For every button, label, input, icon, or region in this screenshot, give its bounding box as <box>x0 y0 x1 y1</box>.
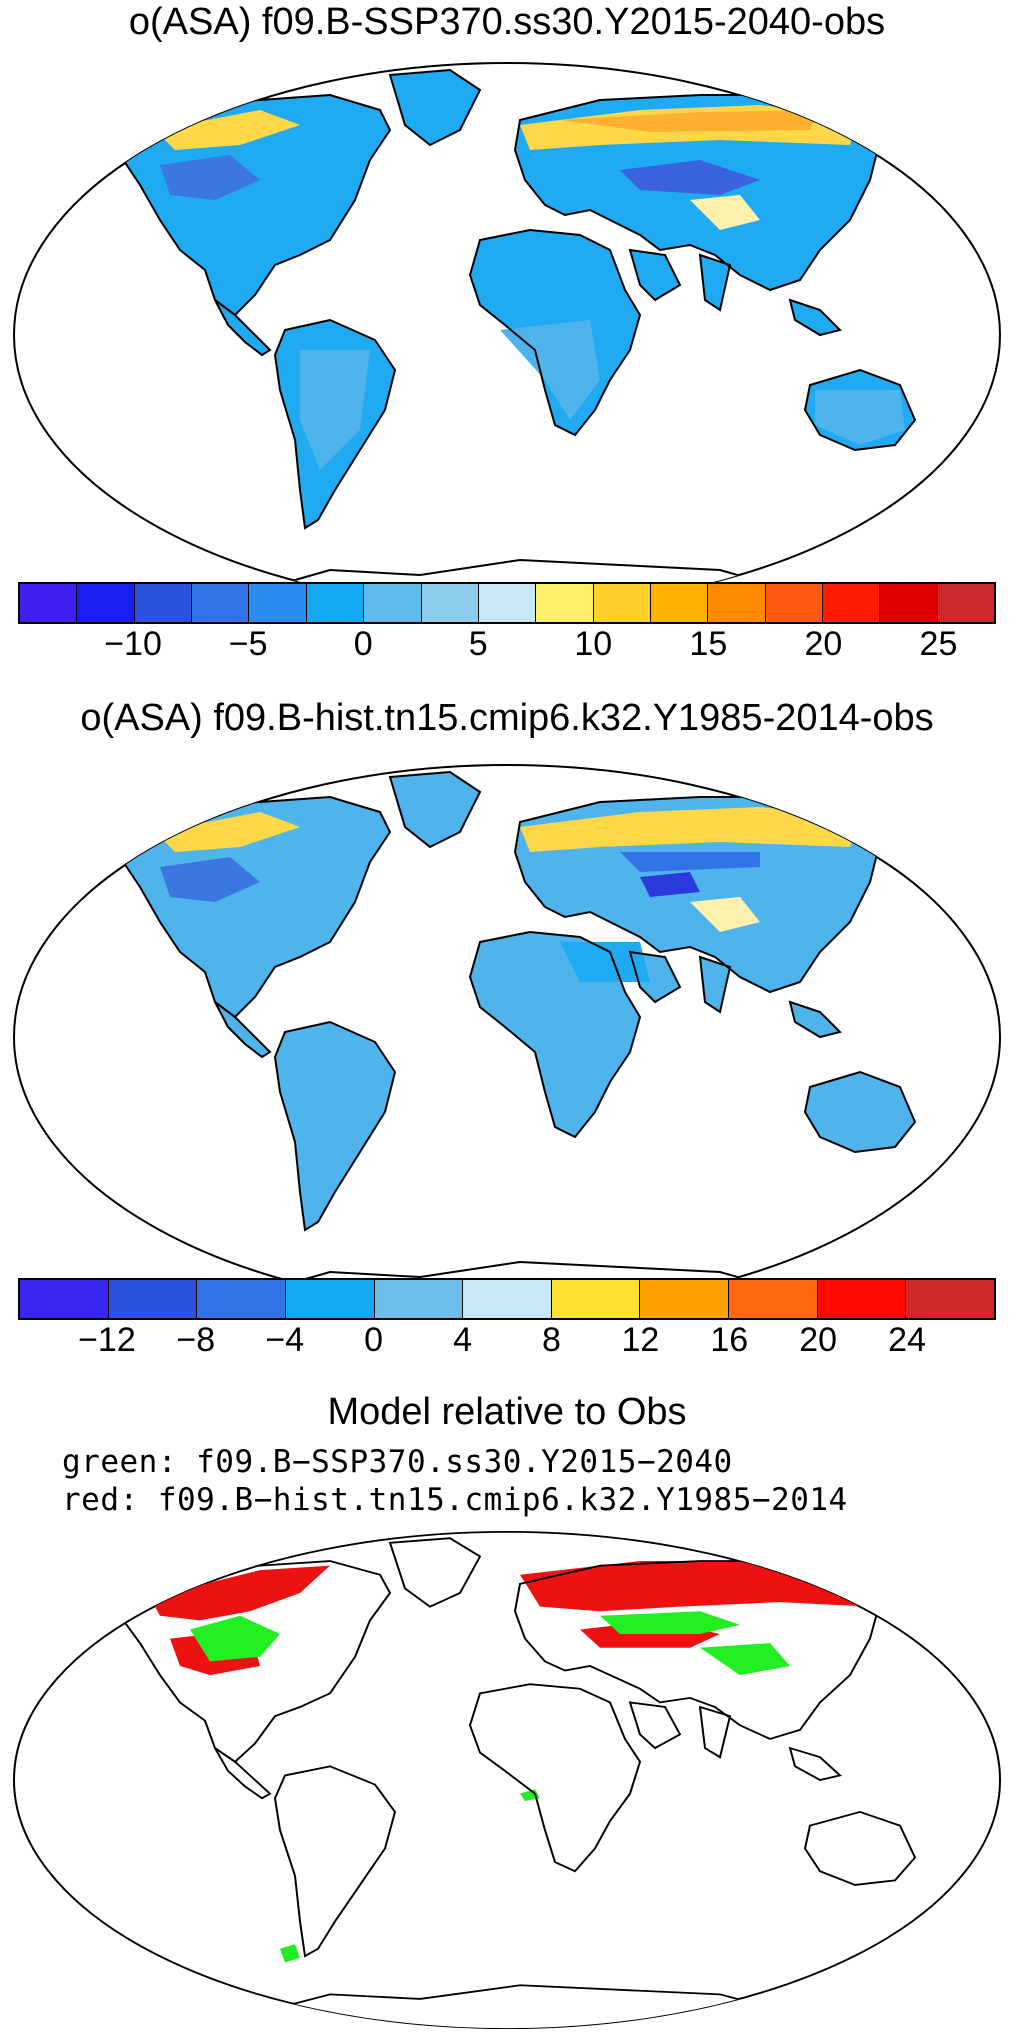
panel2-colorbar-label: 20 <box>799 1321 838 1359</box>
panel3-title: Model relative to Obs <box>327 1391 687 1433</box>
panel2-colorbar-box <box>197 1280 286 1318</box>
panel1-colorbar-box <box>77 584 135 622</box>
panel1-colorbar-box <box>192 584 250 622</box>
panel1-colorbar-box <box>306 584 365 622</box>
panel2-colorbar-box <box>817 1280 907 1318</box>
panel1-colorbar-labels: −10 −5 0 5 10 15 20 25 <box>18 624 996 664</box>
panel2-colorbar-label: 16 <box>710 1321 749 1359</box>
panel2-colorbar-box <box>374 1280 464 1318</box>
panel1-colorbar-box <box>880 584 938 622</box>
panel1-colorbar-label: 10 <box>574 625 613 663</box>
panel2-colorbar-box <box>729 1280 818 1318</box>
panel1-colorbar-box <box>364 584 422 622</box>
panel2-colorbar-box <box>108 1280 198 1318</box>
panel2-colorbar-box <box>463 1280 552 1318</box>
panel2-colorbar-label: 4 <box>453 1321 472 1359</box>
panel1-colorbar-label: 15 <box>689 625 728 663</box>
panel1-colorbar-label: 5 <box>468 625 488 663</box>
panel1-map <box>13 62 1001 608</box>
panel1-colorbar <box>18 582 996 624</box>
panel2-colorbar-label: −4 <box>265 1321 305 1359</box>
panel2-colorbar-box <box>551 1280 641 1318</box>
panel1-colorbar-label: 0 <box>353 625 373 663</box>
panel1-colorbar-box <box>765 584 824 622</box>
panel1-colorbar-box <box>421 584 479 622</box>
panel2-colorbar-box <box>20 1280 109 1318</box>
panel1-colorbar-box <box>593 584 651 622</box>
panel1-title: o(ASA) f09.B-SSP370.ss30.Y2015-2040-obs <box>128 1 886 43</box>
panel3-legend-green: green: f09.B−SSP370.ss30.Y2015−2040 <box>62 1444 733 1480</box>
panel2-colorbar-label: 12 <box>621 1321 660 1359</box>
panel1-colorbar-label: −10 <box>104 625 162 663</box>
panel1-colorbar-box <box>937 584 995 622</box>
panel2-colorbar-box <box>285 1280 375 1318</box>
panel1-colorbar-label: 20 <box>804 625 843 663</box>
panel2-colorbar-label: −8 <box>176 1321 216 1359</box>
panel2-colorbar <box>18 1278 996 1320</box>
panel2-colorbar-label: 0 <box>364 1321 384 1359</box>
panel2-title: o(ASA) f09.B-hist.tn15.cmip6.k32.Y1985-2… <box>80 697 934 739</box>
panel1-colorbar-box <box>650 584 709 622</box>
panel2-colorbar-box <box>640 1280 730 1318</box>
panel1-colorbar-box <box>823 584 881 622</box>
panel1-colorbar-box <box>249 584 307 622</box>
panel2-colorbar-box <box>906 1280 995 1318</box>
panel2-colorbar-label: −12 <box>78 1321 136 1359</box>
panel2-colorbar-label: 8 <box>541 1321 561 1359</box>
panel1-colorbar-label: −5 <box>228 625 268 663</box>
panel3-legend-red: red: f09.B−hist.tn15.cmip6.k32.Y1985−201… <box>62 1482 848 1518</box>
panel3-map <box>13 1530 1001 2030</box>
panel1-colorbar-box <box>134 584 193 622</box>
panel1-colorbar-box <box>536 584 594 622</box>
panel1-colorbar-box <box>478 584 537 622</box>
panel1-colorbar-box <box>20 584 78 622</box>
panel1-colorbar-box <box>708 584 766 622</box>
panel2-map <box>13 764 1001 1310</box>
panel2-colorbar-label: 24 <box>888 1321 926 1359</box>
panel1-colorbar-label: 25 <box>919 625 958 663</box>
panel2-colorbar-labels: −12 −8 −4 0 4 8 12 16 20 24 <box>18 1320 996 1360</box>
